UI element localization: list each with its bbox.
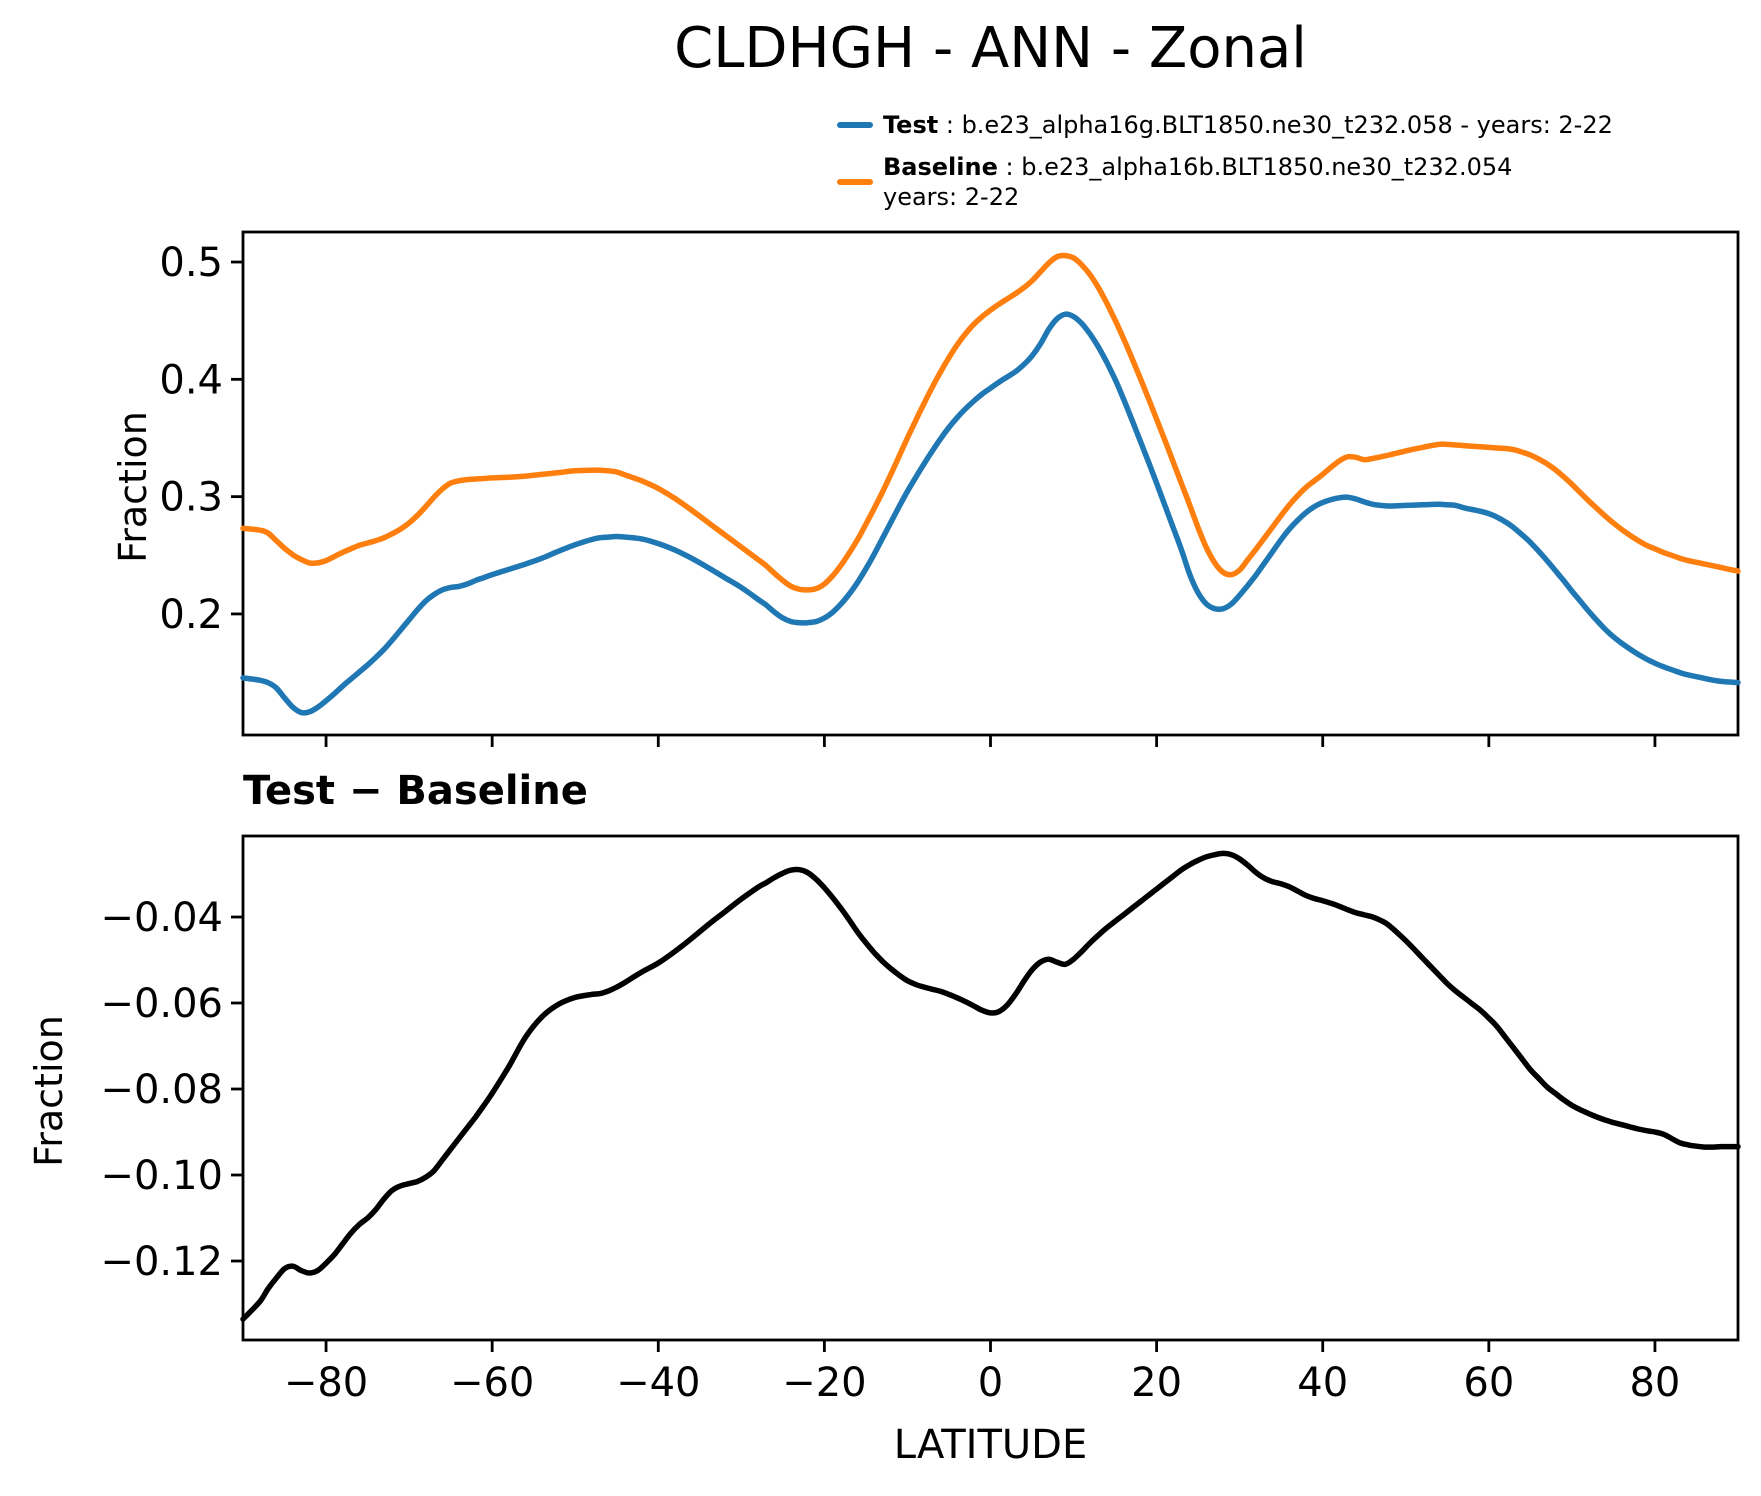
legend-test-text: Test : b.e23_alpha16g.BLT1850.ne30_t232.… bbox=[883, 111, 1613, 139]
y-tick-label: 0.4 bbox=[159, 357, 223, 403]
x-tick-label: 80 bbox=[1629, 1360, 1680, 1406]
x-tick-label: −80 bbox=[284, 1360, 368, 1406]
legend-item-test: Test : b.e23_alpha16g.BLT1850.ne30_t232.… bbox=[837, 110, 1613, 140]
bottom-y-axis-label: Fraction bbox=[27, 1015, 71, 1167]
baseline-curve bbox=[240, 252, 1741, 593]
test-curve bbox=[240, 311, 1741, 716]
top-y-axis-label: Fraction bbox=[111, 411, 155, 563]
x-tick-label: −40 bbox=[616, 1360, 700, 1406]
top-plot-y-ticks: 0.5 0.4 0.3 0.2 bbox=[159, 240, 243, 638]
x-tick-label: −20 bbox=[782, 1360, 866, 1406]
bottom-plot: −80 −60 −40 −20 0 20 40 60 80 −0.04 −0.06 −0.08 −0.1… bbox=[100, 834, 1741, 1406]
legend-baseline-text: Baseline : b.e23_alpha16b.BLT1850.ne30_t… bbox=[883, 153, 1513, 211]
top-plot: 0.5 0.4 0.3 0.2 bbox=[159, 230, 1741, 747]
test-baseline-curve bbox=[240, 850, 1741, 1322]
y-tick-label: 0.2 bbox=[159, 592, 223, 638]
bottom-plot-x-ticks: −80 −60 −40 −20 0 20 40 60 80 bbox=[284, 1340, 1680, 1406]
x-tick-label: −60 bbox=[450, 1360, 534, 1406]
x-axis-label: LATITUDE bbox=[893, 1422, 1088, 1468]
legend-test-line-sample bbox=[837, 122, 873, 128]
legend-item-baseline: Baseline : b.e23_alpha16b.BLT1850.ne30_t… bbox=[837, 152, 1613, 212]
bottom-plot-frame bbox=[241, 834, 1740, 1342]
top-plot-x-ticks bbox=[324, 735, 1657, 747]
y-tick-label: −0.04 bbox=[100, 895, 223, 941]
x-tick-label: 60 bbox=[1463, 1360, 1514, 1406]
legend-baseline-line-sample bbox=[837, 179, 873, 185]
y-tick-label: −0.08 bbox=[100, 1067, 223, 1113]
y-tick-label: 0.5 bbox=[159, 240, 223, 286]
y-tick-label: 0.3 bbox=[159, 475, 223, 521]
diff-panel-title: Test − Baseline bbox=[243, 768, 588, 814]
x-tick-label: 0 bbox=[978, 1360, 1003, 1406]
x-tick-label: 40 bbox=[1297, 1360, 1348, 1406]
y-tick-label: −0.06 bbox=[100, 981, 223, 1027]
bottom-plot-y-ticks: −0.04 −0.06 −0.08 −0.10 −0.12 bbox=[100, 895, 243, 1285]
figure-title: CLDHGH - ANN - Zonal bbox=[674, 16, 1307, 81]
y-tick-label: −0.10 bbox=[100, 1153, 223, 1199]
y-tick-label: −0.12 bbox=[100, 1239, 223, 1285]
x-tick-label: 20 bbox=[1131, 1360, 1182, 1406]
legend: Test : b.e23_alpha16g.BLT1850.ne30_t232.… bbox=[837, 110, 1613, 212]
